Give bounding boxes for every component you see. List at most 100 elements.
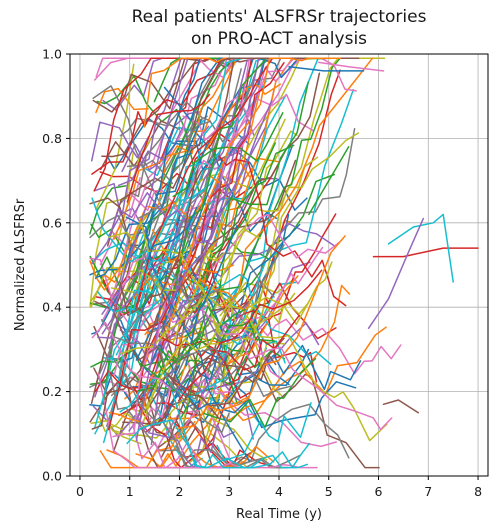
trajectory-line [160, 337, 285, 459]
trajectory-line [148, 347, 267, 409]
x-tick-label: 0 [76, 484, 84, 499]
trajectory-line [137, 120, 211, 219]
trajectory-line [95, 152, 192, 279]
chart-title-line-1: Real patients' ALSFRSr trajectories [132, 7, 427, 27]
trajectory-line [95, 63, 135, 210]
trajectory-line [219, 322, 320, 388]
y-tick-label: 0.2 [42, 384, 62, 399]
x-tick-label: 4 [275, 484, 283, 499]
trajectory-line [206, 326, 387, 422]
trajectory-line [220, 333, 393, 431]
trajectory-line [195, 72, 321, 265]
trajectory-line [219, 298, 402, 375]
trajectory-line [108, 57, 245, 312]
trajectory-line-highlighted [367, 217, 425, 330]
trajectory-line [211, 213, 341, 269]
plot-area [89, 57, 479, 469]
trajectory-line [185, 224, 238, 366]
trajectory-line [108, 61, 296, 311]
y-tick-label: 0.4 [42, 300, 62, 315]
trajectory-line [167, 275, 299, 420]
trajectory-line [89, 257, 234, 469]
trajectory-line [91, 57, 223, 175]
trajectory-line [91, 321, 172, 390]
trajectory-line-highlighted [387, 213, 454, 283]
trajectory-line [91, 100, 273, 265]
trajectory-line-highlighted [318, 61, 385, 72]
trajectory-line [170, 347, 294, 398]
x-axis-label: Real Time (y) [236, 507, 322, 522]
x-tick-label: 8 [474, 484, 482, 499]
trajectory-line [205, 83, 282, 151]
trajectory-line [150, 267, 220, 303]
trajectory-line [117, 111, 203, 187]
y-axis-label: Normalized ALSFRSr [13, 198, 28, 331]
trajectory-line-highlighted [372, 247, 479, 258]
trajectory-line [218, 57, 333, 361]
trajectory-line [90, 223, 128, 258]
x-tick-label: 6 [375, 484, 383, 499]
trajectory-line [96, 411, 165, 433]
trajectory-line [150, 57, 273, 446]
trajectory-line [135, 93, 258, 442]
trajectory-line [113, 302, 281, 379]
x-tick-label: 2 [175, 484, 183, 499]
trajectory-line-highlighted [288, 65, 365, 72]
trajectory-line [93, 57, 238, 301]
trajectory-line [90, 121, 150, 162]
trajectory-line [142, 288, 256, 423]
trajectory-line [100, 319, 230, 433]
trajectory-line [144, 381, 203, 469]
trajectory-line [146, 206, 198, 263]
y-tick-label: 0.0 [42, 469, 62, 484]
trajectory-line [115, 228, 185, 356]
x-tick-label: 1 [126, 484, 134, 499]
trajectory-line [92, 57, 241, 113]
trajectory-line [138, 246, 324, 428]
trajectory-line-highlighted [382, 399, 420, 414]
trajectory-line [184, 69, 341, 458]
trajectory-line [147, 169, 199, 299]
chart-title-line-2: on PRO-ACT analysis [191, 29, 367, 49]
trajectory-line [90, 167, 219, 265]
trajectory-line [108, 221, 296, 339]
x-axis: 0 1 2 3 4 5 6 7 8 [76, 476, 482, 499]
trajectory-line [153, 222, 337, 321]
trajectory-line [91, 180, 223, 430]
trajectory-line [186, 81, 309, 287]
trajectory-line [108, 352, 160, 426]
x-tick-label: 7 [424, 484, 432, 499]
trajectory-line [108, 57, 199, 237]
trajectory-line [203, 357, 317, 429]
y-tick-label: 0.6 [42, 215, 62, 230]
trajectory-line [144, 354, 277, 413]
trajectory-line [89, 214, 224, 350]
trajectory-line [220, 57, 350, 291]
trajectory-line [155, 381, 207, 416]
trajectory-line [96, 290, 162, 316]
trajectory-line [148, 344, 310, 414]
trajectory-line [158, 314, 300, 371]
trajectory-line [189, 156, 319, 464]
trajectory-line [93, 57, 193, 192]
trajectory-line [159, 132, 359, 266]
trajectory-line [95, 87, 149, 114]
trajectory-line [125, 216, 251, 463]
trajectory-line [212, 315, 388, 442]
trajectory-line [182, 57, 357, 141]
trajectory-line [151, 229, 255, 313]
trajectory-line [216, 402, 312, 462]
trajectory-line [126, 419, 308, 469]
x-tick-label: 3 [225, 484, 233, 499]
trajectory-line [177, 269, 323, 402]
trajectory-line [218, 155, 347, 307]
trajectory-line [225, 344, 362, 402]
trajectory-line [92, 85, 275, 298]
trajectory-line [108, 331, 185, 423]
y-axis: 0.0 0.2 0.4 0.6 0.8 1.0 [42, 47, 70, 484]
grid [70, 53, 488, 477]
trajectory-line-highlighted [308, 146, 350, 216]
trajectory-line [221, 57, 374, 309]
y-tick-label: 1.0 [42, 47, 62, 62]
y-tick-label: 0.8 [42, 131, 62, 146]
